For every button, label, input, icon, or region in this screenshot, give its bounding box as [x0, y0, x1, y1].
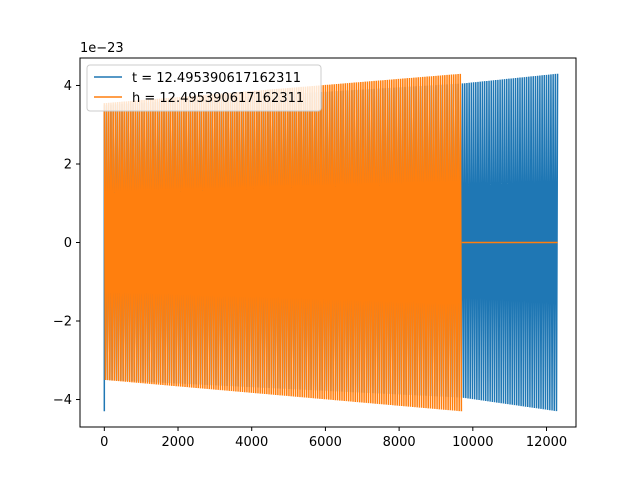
legend-label-t: t = 12.495390617162311 — [132, 71, 301, 86]
x-tick-label: 4000 — [235, 435, 268, 450]
legend: t = 12.495390617162311 h = 12.4953906171… — [86, 64, 322, 112]
y-offset-text: 1e−23 — [80, 41, 124, 56]
x-tick-label: 0 — [100, 435, 108, 450]
series-layer — [103, 73, 559, 412]
y-tick-label: −4 — [53, 393, 72, 408]
y-tick-label: 0 — [64, 236, 72, 251]
y-tick-label: 4 — [64, 79, 72, 94]
x-tick-label: 12000 — [526, 435, 567, 450]
y-tick-label: −2 — [53, 315, 72, 330]
x-tick-label: 6000 — [309, 435, 342, 450]
y-axis: −4 −2 0 2 4 — [53, 79, 80, 408]
x-tick-label: 2000 — [161, 435, 194, 450]
x-tick-label: 8000 — [383, 435, 416, 450]
series-group-1 — [103, 73, 558, 412]
x-tick-label: 10000 — [452, 435, 493, 450]
legend-label-h: h = 12.495390617162311 — [132, 91, 304, 106]
series-line-1 — [103, 73, 463, 412]
legend-box — [86, 64, 322, 112]
x-axis: 0 2000 4000 6000 8000 10000 12000 — [100, 427, 567, 450]
y-tick-label: 2 — [64, 157, 72, 172]
